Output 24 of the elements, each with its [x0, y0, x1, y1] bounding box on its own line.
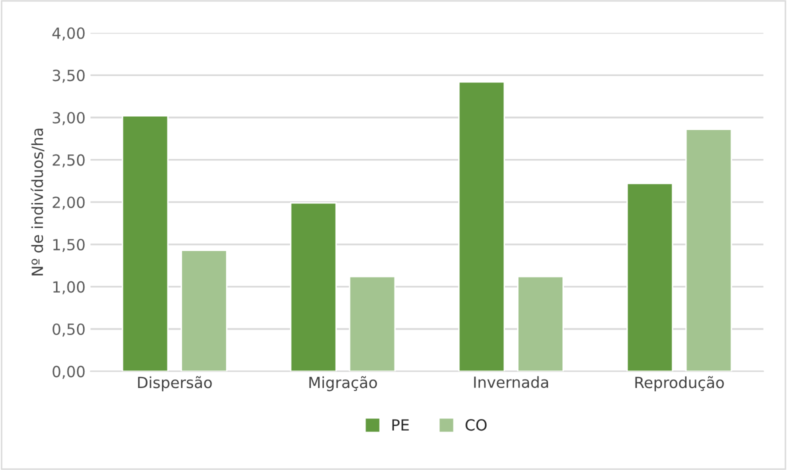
- bar: [290, 202, 337, 372]
- bar: [626, 182, 674, 372]
- x-tick-label: Migração: [309, 376, 377, 392]
- x-tick-label: Dispersão: [138, 376, 212, 392]
- bar: [122, 115, 169, 372]
- bar: [348, 276, 396, 372]
- bar: [458, 81, 506, 372]
- y-tick-label: 3,50: [52, 70, 85, 83]
- y-axis-title: Nº de indivíduos/ha: [30, 128, 44, 276]
- y-tick-label: 1,00: [53, 281, 85, 294]
- bar: [180, 250, 228, 372]
- x-tick-label: Reprodução: [635, 376, 724, 392]
- y-tick-label: 3,00: [52, 112, 85, 126]
- y-tick-label: 1,50: [53, 238, 85, 252]
- y-tick-label: 0,00: [52, 366, 85, 379]
- y-tick-label: 0,50: [52, 323, 85, 337]
- bar: [517, 276, 564, 372]
- y-tick-label: 2,50: [52, 154, 85, 168]
- y-tick-label: 4,00: [52, 27, 85, 40]
- y-tick-label: 2,00: [52, 196, 85, 210]
- x-tick-label: Invernada: [474, 376, 548, 388]
- bar: [685, 128, 732, 372]
- legend-label: CO: [466, 419, 487, 431]
- legend-label: PE: [392, 419, 409, 430]
